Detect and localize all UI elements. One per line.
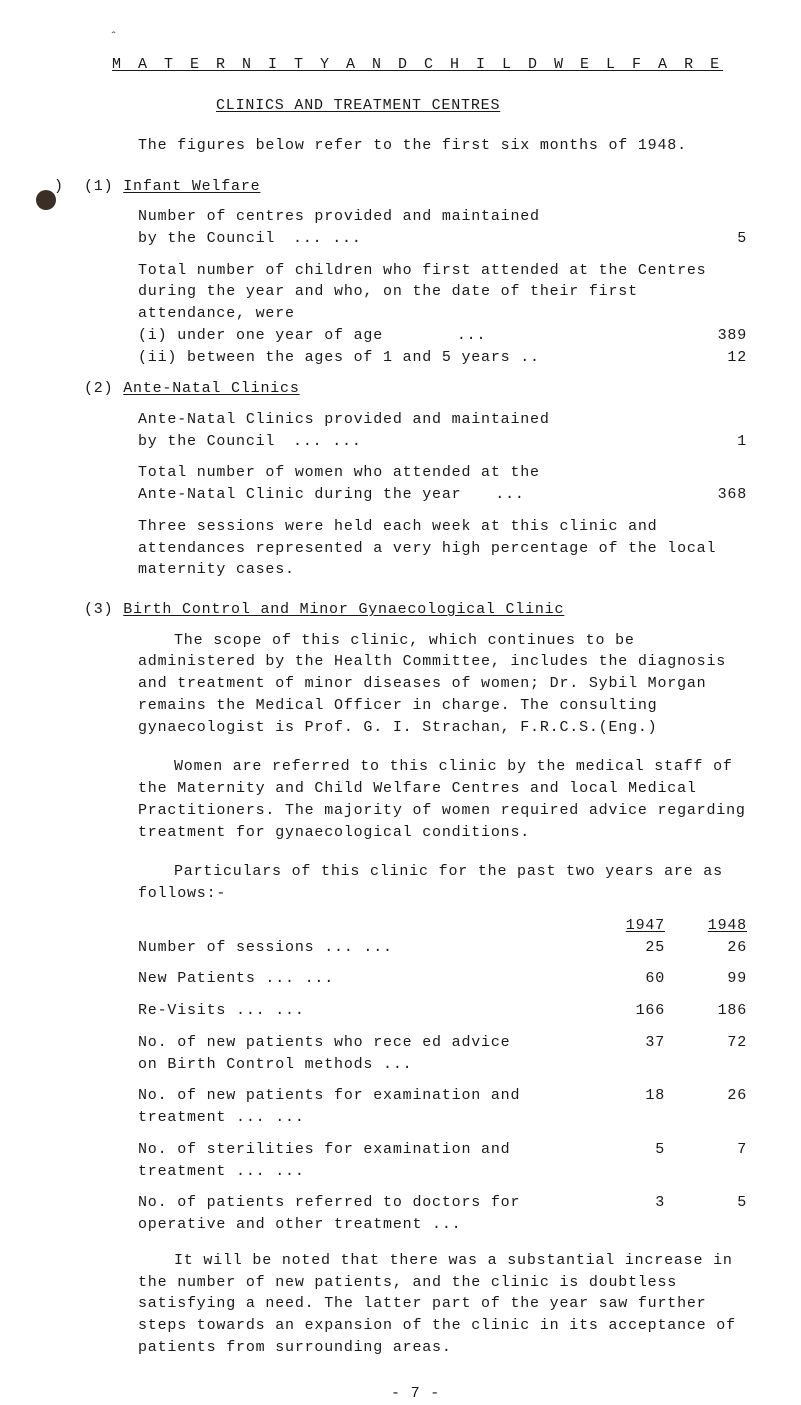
section-3-num: (3) [84, 601, 113, 618]
s3-p3: Particulars of this clinic for the past … [138, 861, 747, 905]
s1-item-2: Total number of children who first atten… [138, 260, 747, 369]
section-3-head: Birth Control and Minor Gynaecological C… [123, 601, 564, 618]
row-val-1948: 72 [665, 1032, 747, 1054]
s2-p3: Three sessions were held each week at th… [138, 516, 747, 581]
s1-i1-l2: by the Council [138, 230, 275, 247]
s2-i1-l2: by the Council [138, 433, 275, 450]
table-row: No. of new patients for examination and … [138, 1085, 747, 1129]
section-2-head: Ante-Natal Clinics [123, 380, 299, 397]
s2-item-1: Ante-Natal Clinics provided and maintain… [138, 409, 747, 453]
table-row: No. of sterilities for examination and t… [138, 1139, 747, 1183]
row-label: Number of sessions ... ... [138, 937, 583, 959]
section-1: ) (1) Infant Welfare [84, 176, 747, 199]
row-label: No. of new patients who rece ed advice o… [138, 1032, 583, 1076]
table-row: No. of patients referred to doctors for … [138, 1192, 747, 1236]
row-val-1947: 25 [583, 937, 665, 959]
section-1-head: Infant Welfare [123, 178, 260, 195]
section-3: (3) Birth Control and Minor Gynaecologic… [84, 599, 747, 622]
leader-dots: ... [393, 327, 494, 344]
table-row: New Patients ... ...6099 [138, 968, 747, 990]
s2-i1-val: 1 [665, 431, 747, 453]
table-row: No. of new patients who rece ed advice o… [138, 1032, 747, 1076]
table-header: 1947 1948 [138, 915, 747, 937]
s1-item-1: Number of centres provided and maintaine… [138, 206, 747, 250]
section-3-body: The scope of this clinic, which continue… [138, 630, 747, 1359]
section-2-num: (2) [84, 380, 113, 397]
s3-p2: Women are referred to this clinic by the… [138, 756, 747, 843]
row-val-1947: 60 [583, 968, 665, 990]
row-val-1948: 186 [665, 1000, 747, 1022]
s2-i1-l1: Ante-Natal Clinics provided and maintain… [138, 409, 747, 431]
section-2: (2) Ante-Natal Clinics [84, 378, 747, 401]
s1-i1-l1: Number of centres provided and maintaine… [138, 206, 747, 228]
s3-p1: The scope of this clinic, which continue… [138, 630, 747, 739]
row-val-1947: 166 [583, 1000, 665, 1022]
s2-i2-l2: Ante-Natal Clinic during the year [138, 486, 461, 503]
leader-dots: ... ... [285, 433, 370, 450]
leader-dots: ... ... [285, 230, 370, 247]
leader-dots: ... [471, 486, 532, 503]
title-text: M A T E R N I T Y A N D C H I L D W E L … [112, 56, 723, 73]
s3-table: 1947 1948 Number of sessions ... ...2526… [138, 915, 747, 1236]
row-label: New Patients ... ... [138, 968, 583, 990]
row-val-1947: 3 [583, 1192, 665, 1214]
row-label: No. of patients referred to doctors for … [138, 1192, 583, 1236]
hdr-1948: 1948 [665, 915, 747, 937]
section-bullet-icon: ) [54, 176, 78, 199]
s1-i2b: (ii) between the ages of 1 and 5 years .… [138, 347, 665, 369]
s2-i2-val: 368 [665, 484, 747, 506]
row-val-1948: 26 [665, 937, 747, 959]
row-val-1948: 5 [665, 1192, 747, 1214]
s1-i2-p: Total number of children who first atten… [138, 260, 747, 325]
section-1-num: (1) [84, 178, 113, 195]
row-val-1947: 37 [583, 1032, 665, 1054]
row-val-1948: 99 [665, 968, 747, 990]
table-body: Number of sessions ... ...2526New Patien… [138, 937, 747, 1236]
section-1-body: Number of centres provided and maintaine… [138, 206, 747, 368]
s1-i2b-val: 12 [665, 347, 747, 369]
row-label: No. of new patients for examination and … [138, 1085, 583, 1129]
page-tick-mark: ˆ [110, 28, 118, 46]
table-row: Re-Visits ... ...166186 [138, 1000, 747, 1022]
hdr-1947: 1947 [583, 915, 665, 937]
s2-i2-l1: Total number of women who attended at th… [138, 462, 747, 484]
section-2-body: Ante-Natal Clinics provided and maintain… [138, 409, 747, 581]
row-val-1948: 26 [665, 1085, 747, 1107]
s2-item-2: Total number of women who attended at th… [138, 462, 747, 506]
subtitle: CLINICS AND TREATMENT CENTRES [216, 95, 747, 118]
table-row: Number of sessions ... ...2526 [138, 937, 747, 959]
subtitle-text: CLINICS AND TREATMENT CENTRES [216, 97, 500, 114]
page-title: M A T E R N I T Y A N D C H I L D W E L … [112, 54, 747, 77]
s3-p4: It will be noted that there was a substa… [138, 1250, 747, 1359]
lead-paragraph: The figures below refer to the first six… [138, 135, 747, 158]
s1-i1-val: 5 [665, 228, 747, 250]
page-footer: - 7 - [84, 1383, 747, 1405]
row-label: Re-Visits ... ... [138, 1000, 583, 1022]
s1-i2a-val: 389 [665, 325, 747, 347]
row-val-1948: 7 [665, 1139, 747, 1161]
left-margin-dot [36, 190, 56, 210]
row-label: No. of sterilities for examination and t… [138, 1139, 583, 1183]
row-val-1947: 18 [583, 1085, 665, 1107]
row-val-1947: 5 [583, 1139, 665, 1161]
s1-i2a: (i) under one year of age [138, 327, 383, 344]
